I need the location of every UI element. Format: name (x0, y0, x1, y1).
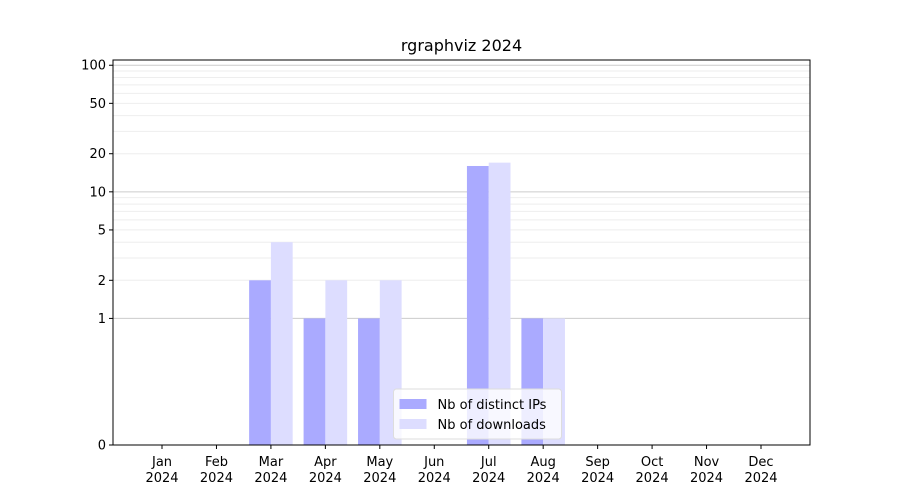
x-tick-label-year: 2024 (581, 471, 614, 486)
x-tick-label-month: Jul (480, 455, 497, 470)
legend-box (393, 388, 562, 440)
x-tick-label-year: 2024 (527, 471, 560, 486)
x-tick-label-month: Jan (151, 455, 172, 470)
legend: Nb of distinct IPs Nb of downloads (393, 388, 562, 440)
y-tick-label: 50 (89, 97, 106, 112)
x-tick-label-year: 2024 (254, 471, 287, 486)
legend-label: Nb of distinct IPs (438, 398, 547, 413)
y-tick-label: 100 (81, 59, 106, 74)
bar-distinct-ips-jul (466, 165, 489, 446)
legend-swatch (399, 419, 427, 429)
x-tick-label-year: 2024 (418, 471, 451, 486)
x-tick-label-month: Nov (694, 455, 720, 470)
x-tick-label-year: 2024 (309, 471, 342, 486)
y-axis-ticks: 0 1 2 5 10 20 50 100 (81, 59, 113, 454)
legend-label: Nb of downloads (438, 418, 547, 433)
y-tick-label: 10 (89, 185, 106, 200)
chart-title: rgraphviz 2024 (401, 36, 522, 55)
x-tick-label-year: 2024 (636, 471, 669, 486)
x-tick-label-year: 2024 (363, 471, 396, 486)
bar-downloads-apr (325, 280, 348, 445)
bars (249, 162, 565, 446)
x-tick-label-year: 2024 (690, 471, 723, 486)
x-tick-label-month: Sep (585, 455, 610, 470)
y-tick-label: 20 (89, 147, 106, 162)
x-tick-label-month: Aug (530, 455, 555, 470)
x-tick-label-month: Feb (205, 455, 228, 470)
x-tick-label-month: Apr (314, 455, 337, 470)
x-tick-label-month: Jun (423, 455, 444, 470)
x-tick-label-year: 2024 (744, 471, 777, 486)
x-tick-label-year: 2024 (145, 471, 178, 486)
x-tick-label-month: Dec (748, 455, 773, 470)
y-tick-label: 5 (98, 223, 106, 238)
y-tick-label: 2 (98, 274, 106, 289)
x-tick-label-month: Mar (259, 455, 284, 470)
bar-downloads-mar (270, 242, 293, 445)
y-tick-label: 1 (98, 312, 106, 327)
bar-distinct-ips-may (358, 318, 380, 445)
x-tick-label-year: 2024 (472, 471, 505, 486)
plot-frame (112, 59, 811, 446)
legend-swatch (399, 399, 427, 409)
x-tick-label-month: May (366, 455, 393, 470)
y-tick-label: 0 (98, 439, 106, 454)
bar-downloads-jul (488, 162, 511, 445)
x-tick-label-year: 2024 (200, 471, 233, 486)
bar-distinct-ips-mar (249, 280, 271, 445)
x-tick-label-month: Oct (641, 455, 663, 470)
x-axis-ticks: Jan2024Feb2024Mar2024Apr2024May2024Jun20… (145, 445, 778, 486)
bar-distinct-ips-apr (303, 318, 326, 445)
grid-lines (113, 64, 810, 319)
